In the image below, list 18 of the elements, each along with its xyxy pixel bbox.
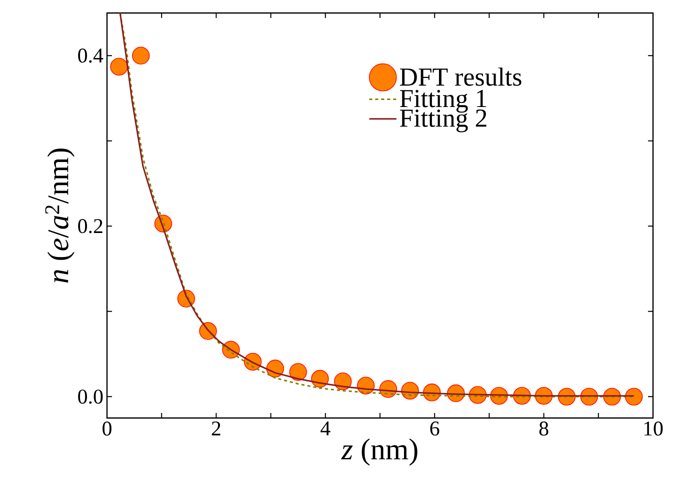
point bbox=[132, 46, 150, 64]
point bbox=[289, 363, 307, 381]
y-axis-title: n (e/a$^{2}$/nm) bbox=[45, 148, 74, 283]
point bbox=[311, 370, 329, 388]
x-tick-label: 0 bbox=[102, 422, 112, 436]
x-axis-title: z (nm) bbox=[341, 438, 418, 466]
legend-label: DFT results bbox=[400, 68, 522, 86]
x-tick-label: 10 bbox=[644, 422, 663, 436]
point bbox=[334, 372, 352, 390]
point bbox=[625, 388, 643, 406]
y-tick-label: 0.0 bbox=[78, 390, 103, 404]
x-tick-label: 2 bbox=[212, 422, 220, 436]
point bbox=[110, 58, 128, 76]
y-tick-label: 0.2 bbox=[78, 219, 102, 234]
x-tick-label: 4 bbox=[320, 422, 330, 436]
x-tick-label: 6 bbox=[430, 422, 440, 436]
y-tick-label: 0.4 bbox=[78, 48, 104, 63]
x-tick-label: 8 bbox=[539, 422, 548, 436]
